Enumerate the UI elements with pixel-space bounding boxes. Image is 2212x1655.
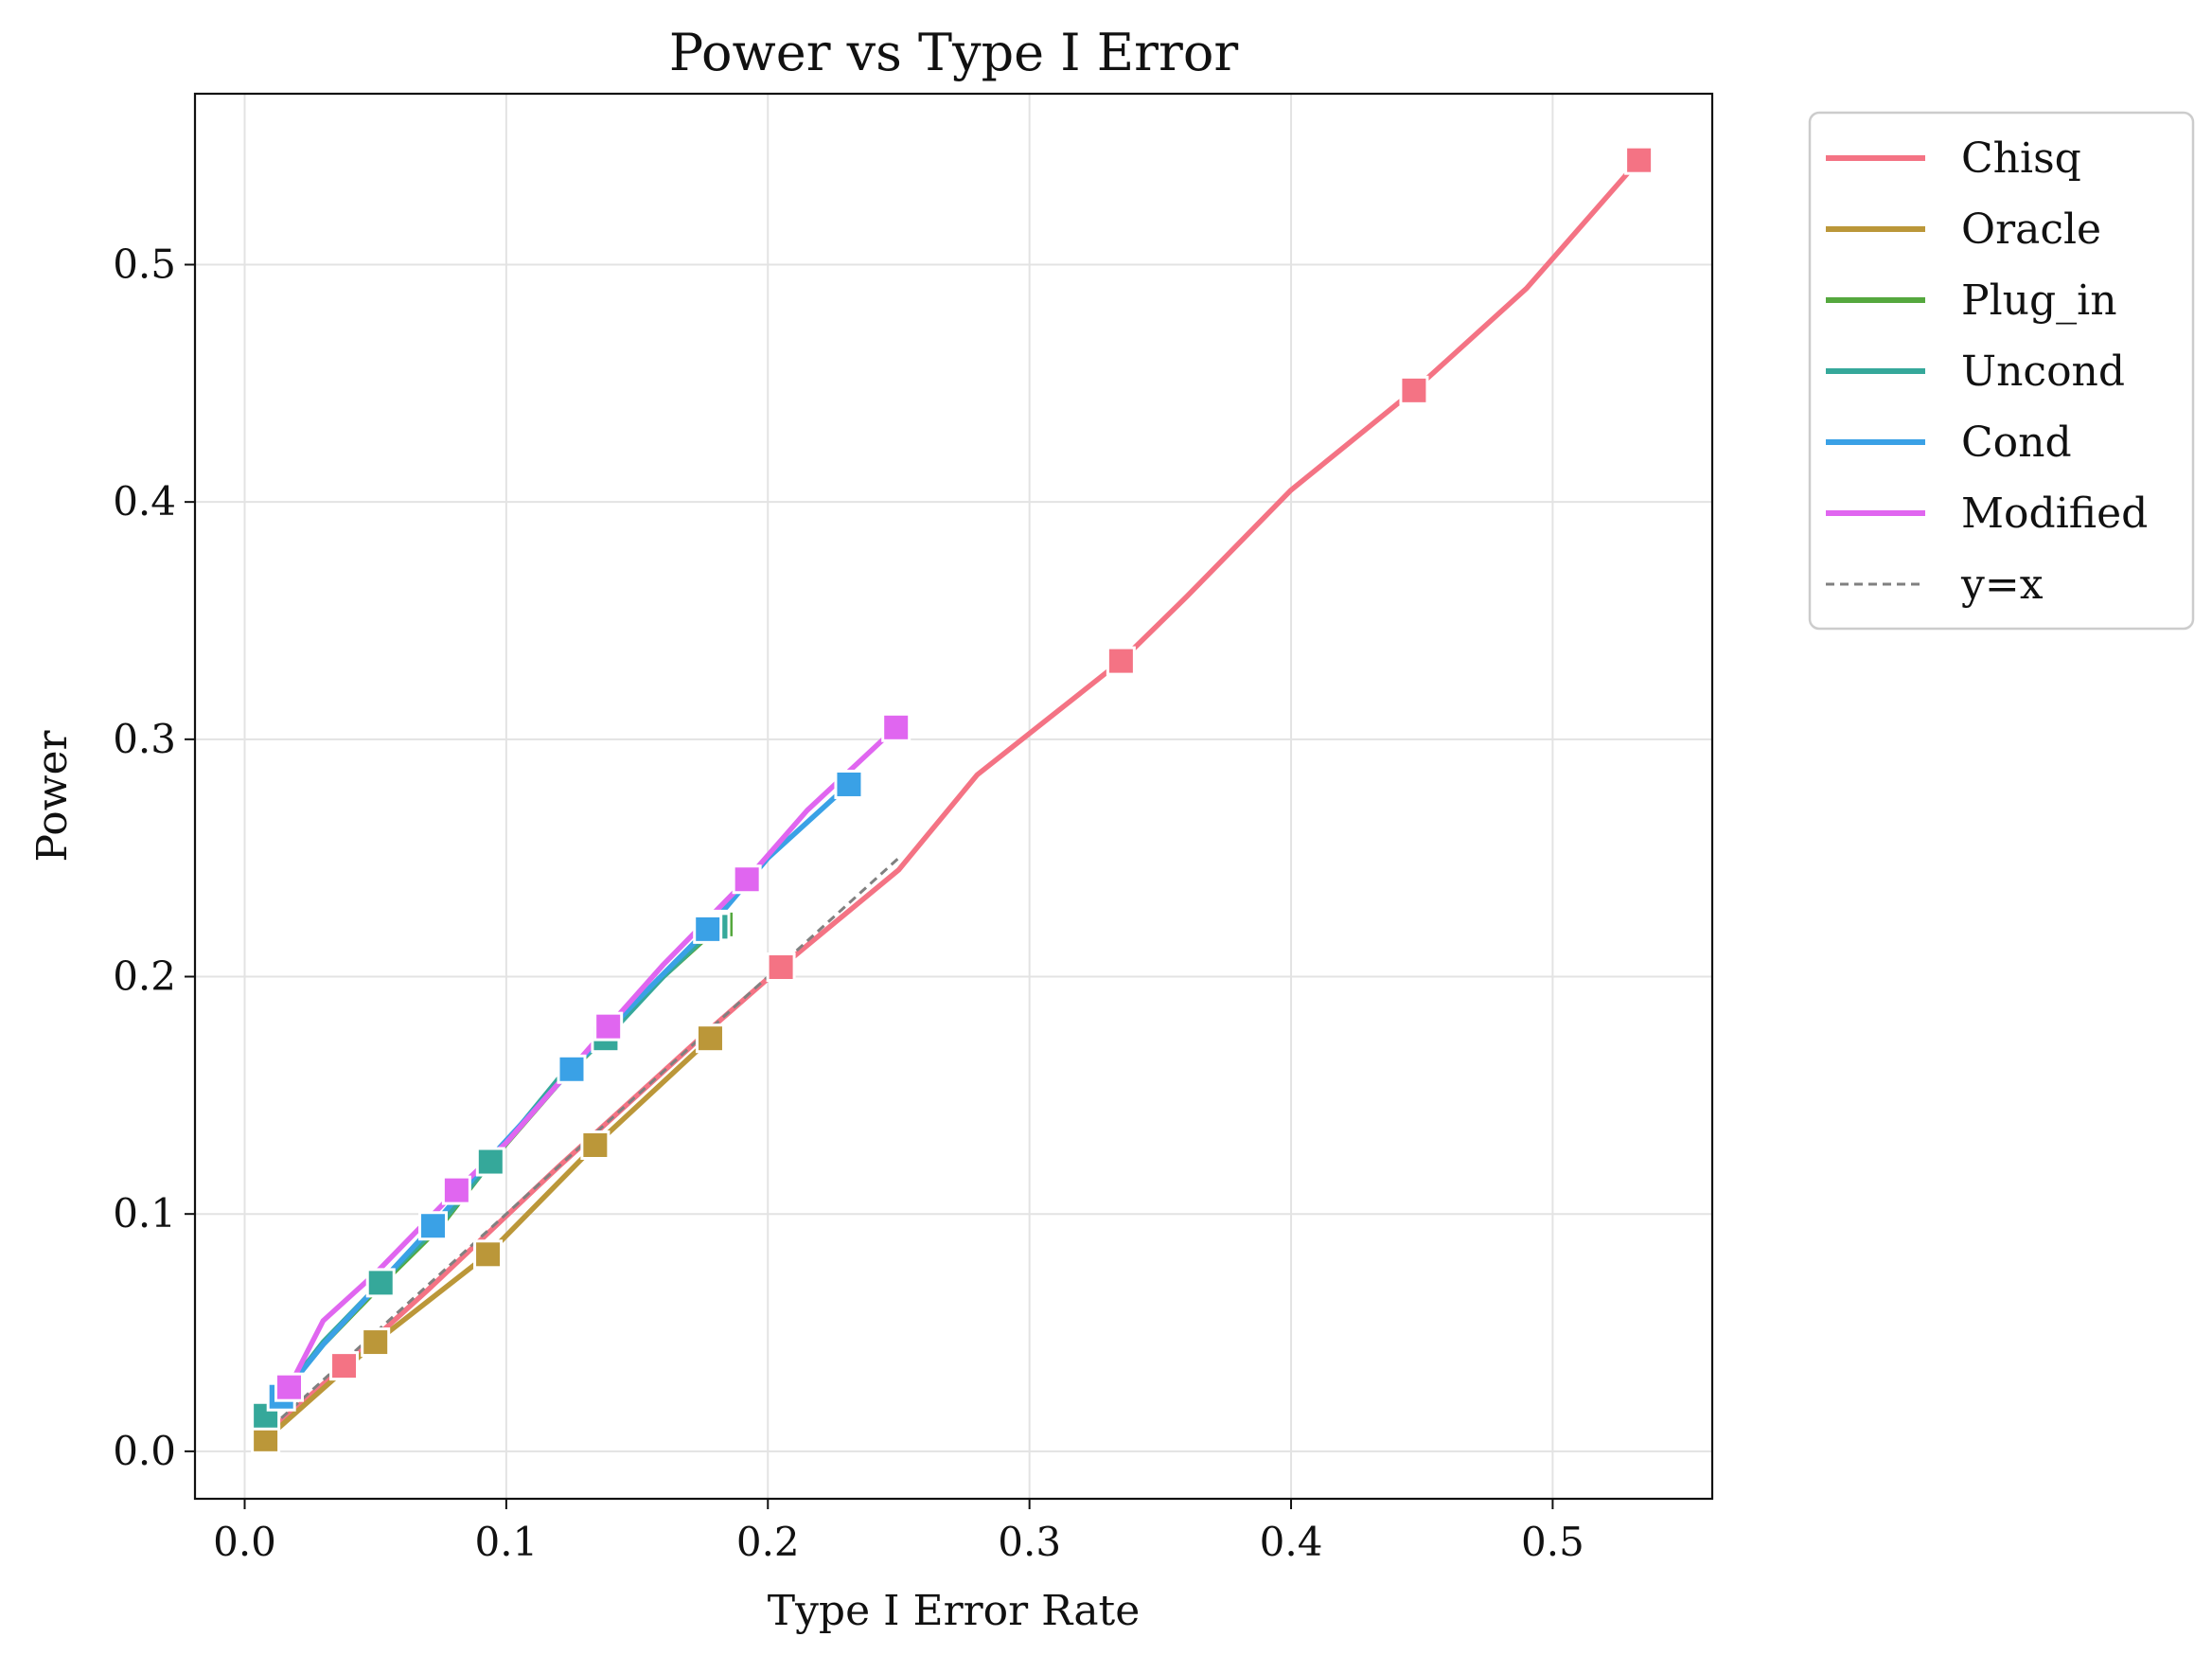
data-point-cond: [418, 1211, 449, 1241]
data-point-chisq: [1624, 145, 1655, 175]
data-point-chisq: [329, 1351, 360, 1381]
axis-ticks: 0.0 0.1 0.2 0.3 0.4 0.5 0.0 0.1 0.2 0.3 0.4 0.5: [113, 240, 1584, 1565]
series-line-modified: [286, 724, 899, 1390]
legend-label-uncond: Uncond: [1961, 347, 2125, 396]
x-axis-label: Type I Error Rate: [768, 1587, 1141, 1635]
data-point-modified: [732, 864, 762, 895]
x-tick-label: 0.2: [736, 1519, 800, 1565]
data-point-uncond: [475, 1147, 505, 1177]
data-point-cond: [557, 1054, 587, 1084]
legend-label-cond: Cond: [1961, 418, 2072, 467]
data-point-modified: [441, 1175, 471, 1205]
x-tick-label: 0.1: [474, 1519, 538, 1565]
legend-label-plug-in: Plug_in: [1961, 276, 2117, 325]
data-point-modified: [274, 1372, 304, 1402]
legend-label-modified: Modified: [1961, 489, 2148, 538]
legend-label-chisq: Chisq: [1961, 134, 2081, 183]
y-tick-label: 0.5: [113, 240, 176, 287]
legend: Chisq Oracle Plug_in Uncond Cond Modified y=x: [1808, 111, 2195, 631]
legend-label-y-x: y=x: [1960, 561, 2044, 609]
y-tick-label: 0.0: [113, 1428, 176, 1474]
series-layer: [251, 145, 1655, 1454]
x-tick-label: 0.0: [213, 1519, 276, 1565]
plot-frame: [193, 92, 1714, 1501]
x-tick-label: 0.4: [1260, 1519, 1323, 1565]
data-point-cond: [834, 769, 864, 799]
x-tick-label: 0.3: [998, 1519, 1061, 1565]
legend-box: [1808, 111, 2195, 631]
data-point-cond: [693, 914, 723, 944]
grid-lines: [195, 94, 1712, 1499]
data-point-uncond: [365, 1268, 396, 1298]
data-point-chisq: [1106, 646, 1136, 676]
y-tick-label: 0.2: [113, 953, 176, 1000]
data-point-modified: [881, 712, 911, 742]
data-point-chisq: [1399, 375, 1429, 405]
data-point-oracle: [473, 1239, 504, 1270]
data-point-oracle: [695, 1023, 725, 1054]
series-line-cond: [278, 781, 852, 1399]
y-tick-label: 0.4: [113, 478, 176, 525]
legend-label-oracle: Oracle: [1961, 205, 2101, 254]
y-axis-label: Power: [28, 730, 77, 863]
x-tick-label: 0.5: [1521, 1519, 1584, 1565]
series-line-chisq: [262, 157, 1642, 1438]
data-point-chisq: [766, 952, 796, 982]
y-tick-label: 0.1: [113, 1190, 176, 1237]
y-tick-label: 0.3: [113, 716, 176, 762]
data-point-oracle: [361, 1327, 391, 1358]
data-point-modified: [593, 1011, 624, 1041]
data-point-oracle: [580, 1130, 611, 1160]
data-point-oracle: [251, 1424, 281, 1454]
chart-title: Power vs Type I Error: [669, 23, 1238, 82]
